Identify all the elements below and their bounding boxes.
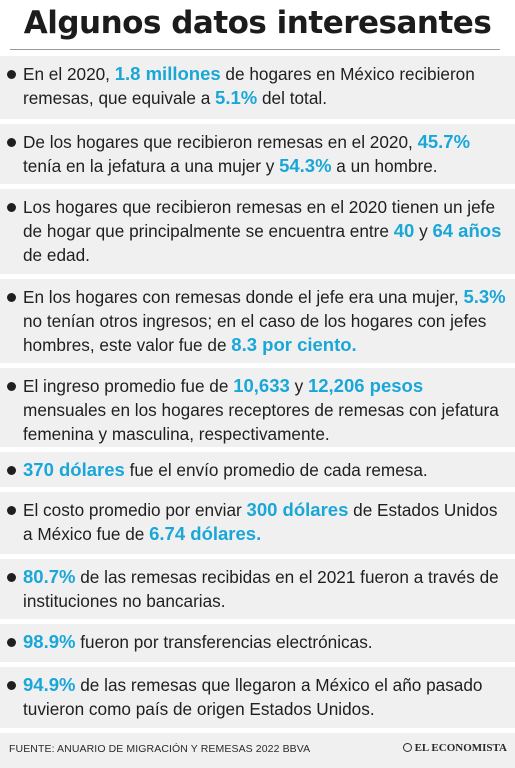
- fact-item: 94.9% de las remesas que llegaron a Méxi…: [0, 667, 515, 733]
- bullet-icon: [7, 382, 16, 391]
- highlight-figure: 8.3 por ciento.: [231, 334, 357, 355]
- fact-item: En el 2020, 1.8 millones de hogares en M…: [0, 56, 515, 124]
- bullet-icon: [7, 506, 16, 515]
- fact-item: Los hogares que recibieron remesas en el…: [0, 189, 515, 279]
- fact-item: En los hogares con remesas donde el jefe…: [0, 279, 515, 368]
- fact-item: 98.9% fueron por transferencias electrón…: [0, 624, 515, 667]
- fact-text-segment: tenía en la jefatura a una mujer y: [23, 156, 280, 176]
- fact-item: El costo promedio por enviar 300 dólares…: [0, 492, 515, 559]
- fact-text-segment: Los hogares que recibieron remesas en el…: [23, 197, 496, 241]
- fact-text: Los hogares que recibieron remesas en el…: [23, 195, 509, 267]
- fact-text-segment: fue el envío promedio de cada remesa.: [124, 460, 428, 480]
- highlight-figure: 1.8 millones: [114, 63, 221, 84]
- bullet-icon: [7, 638, 16, 647]
- fact-text-segment: de las remesas que llegaron a México el …: [23, 675, 483, 719]
- bullet-icon: [7, 70, 16, 79]
- title-divider: [10, 49, 500, 50]
- fact-text-segment: En el 2020,: [23, 64, 115, 84]
- highlight-figure: 5.3%: [463, 286, 506, 307]
- highlight-figure: 6.74 dólares.: [149, 523, 262, 544]
- fact-text: En los hogares con remesas donde el jefe…: [23, 285, 509, 357]
- source-note: FUENTE: ANUARIO DE MIGRACIÓN Y REMESAS 2…: [9, 743, 311, 755]
- fact-item: De los hogares que recibieron remesas en…: [0, 124, 515, 189]
- fact-text-segment: fueron por transferencias electrónicas.: [75, 632, 373, 652]
- bullet-icon: [7, 466, 16, 475]
- highlight-figure: 54.3%: [279, 155, 332, 176]
- highlight-figure: 370 dólares: [23, 459, 125, 480]
- highlight-figure: 300 dólares: [246, 499, 349, 520]
- fact-text: En el 2020, 1.8 millones de hogares en M…: [23, 62, 509, 110]
- fact-text: 98.9% fueron por transferencias electrón…: [23, 630, 509, 654]
- fact-text-segment: El costo promedio por enviar: [23, 500, 247, 520]
- circle-logo-icon: [402, 743, 412, 752]
- footer: FUENTE: ANUARIO DE MIGRACIÓN Y REMESAS 2…: [0, 733, 515, 768]
- brand-name: EL ECONOMISTA: [414, 742, 507, 754]
- fact-text-segment: a un hombre.: [331, 156, 438, 176]
- highlight-figure: 64 años: [432, 220, 502, 241]
- fact-text-segment: De los hogares que recibieron remesas en…: [23, 132, 418, 152]
- fact-text: 94.9% de las remesas que llegaron a Méxi…: [23, 673, 509, 721]
- fact-text-segment: de hogares en México recibieron remesas,…: [23, 64, 475, 108]
- highlight-figure: 45.7%: [417, 131, 471, 152]
- bullet-icon: [7, 203, 16, 212]
- fact-text-segment: del total.: [257, 88, 327, 108]
- fact-text-segment: de edad.: [23, 245, 90, 265]
- fact-text-segment: de Estados Unidos a México fue de: [23, 500, 498, 544]
- fact-text-segment: El ingreso promedio fue de: [23, 376, 234, 396]
- fact-text-segment: En los hogares con remesas donde el jefe…: [23, 287, 464, 307]
- fact-text: El costo promedio por enviar 300 dólares…: [23, 498, 509, 546]
- fact-item: 80.7% de las remesas recibidas en el 202…: [0, 559, 515, 624]
- highlight-figure: 10,633: [233, 375, 290, 396]
- highlight-figure: 12,206 pesos: [307, 375, 424, 396]
- fact-text: De los hogares que recibieron remesas en…: [23, 130, 509, 178]
- highlight-figure: 80.7%: [23, 566, 76, 587]
- fact-text-segment: no tenían otros ingresos; en el caso de …: [23, 311, 487, 355]
- fact-text: 80.7% de las remesas recibidas en el 202…: [23, 565, 509, 613]
- fact-item: El ingreso promedio fue de 10,633 y 12,2…: [0, 368, 515, 452]
- fact-text: El ingreso promedio fue de 10,633 y 12,2…: [23, 374, 509, 446]
- fact-text-segment: mensuales en los hogares receptores de r…: [23, 400, 499, 444]
- fact-text-segment: de las remesas recibidas en el 2021 fuer…: [23, 567, 499, 611]
- highlight-figure: 98.9%: [23, 631, 76, 652]
- bullet-icon: [7, 681, 16, 690]
- fact-text-segment: y: [289, 376, 308, 396]
- fact-text: 370 dólares fue el envío promedio de cad…: [23, 458, 509, 482]
- bullet-icon: [7, 138, 16, 147]
- highlight-figure: 5.1%: [215, 87, 258, 108]
- highlight-figure: 40: [393, 220, 415, 241]
- brand-logo: EL ECONOMISTA: [402, 742, 507, 754]
- bullet-icon: [7, 573, 16, 582]
- fact-text-segment: y: [414, 221, 433, 241]
- page-title: Algunos datos interesantes: [23, 5, 492, 41]
- highlight-figure: 94.9%: [23, 674, 76, 695]
- fact-item: 370 dólares fue el envío promedio de cad…: [0, 452, 515, 492]
- bullet-icon: [7, 293, 16, 302]
